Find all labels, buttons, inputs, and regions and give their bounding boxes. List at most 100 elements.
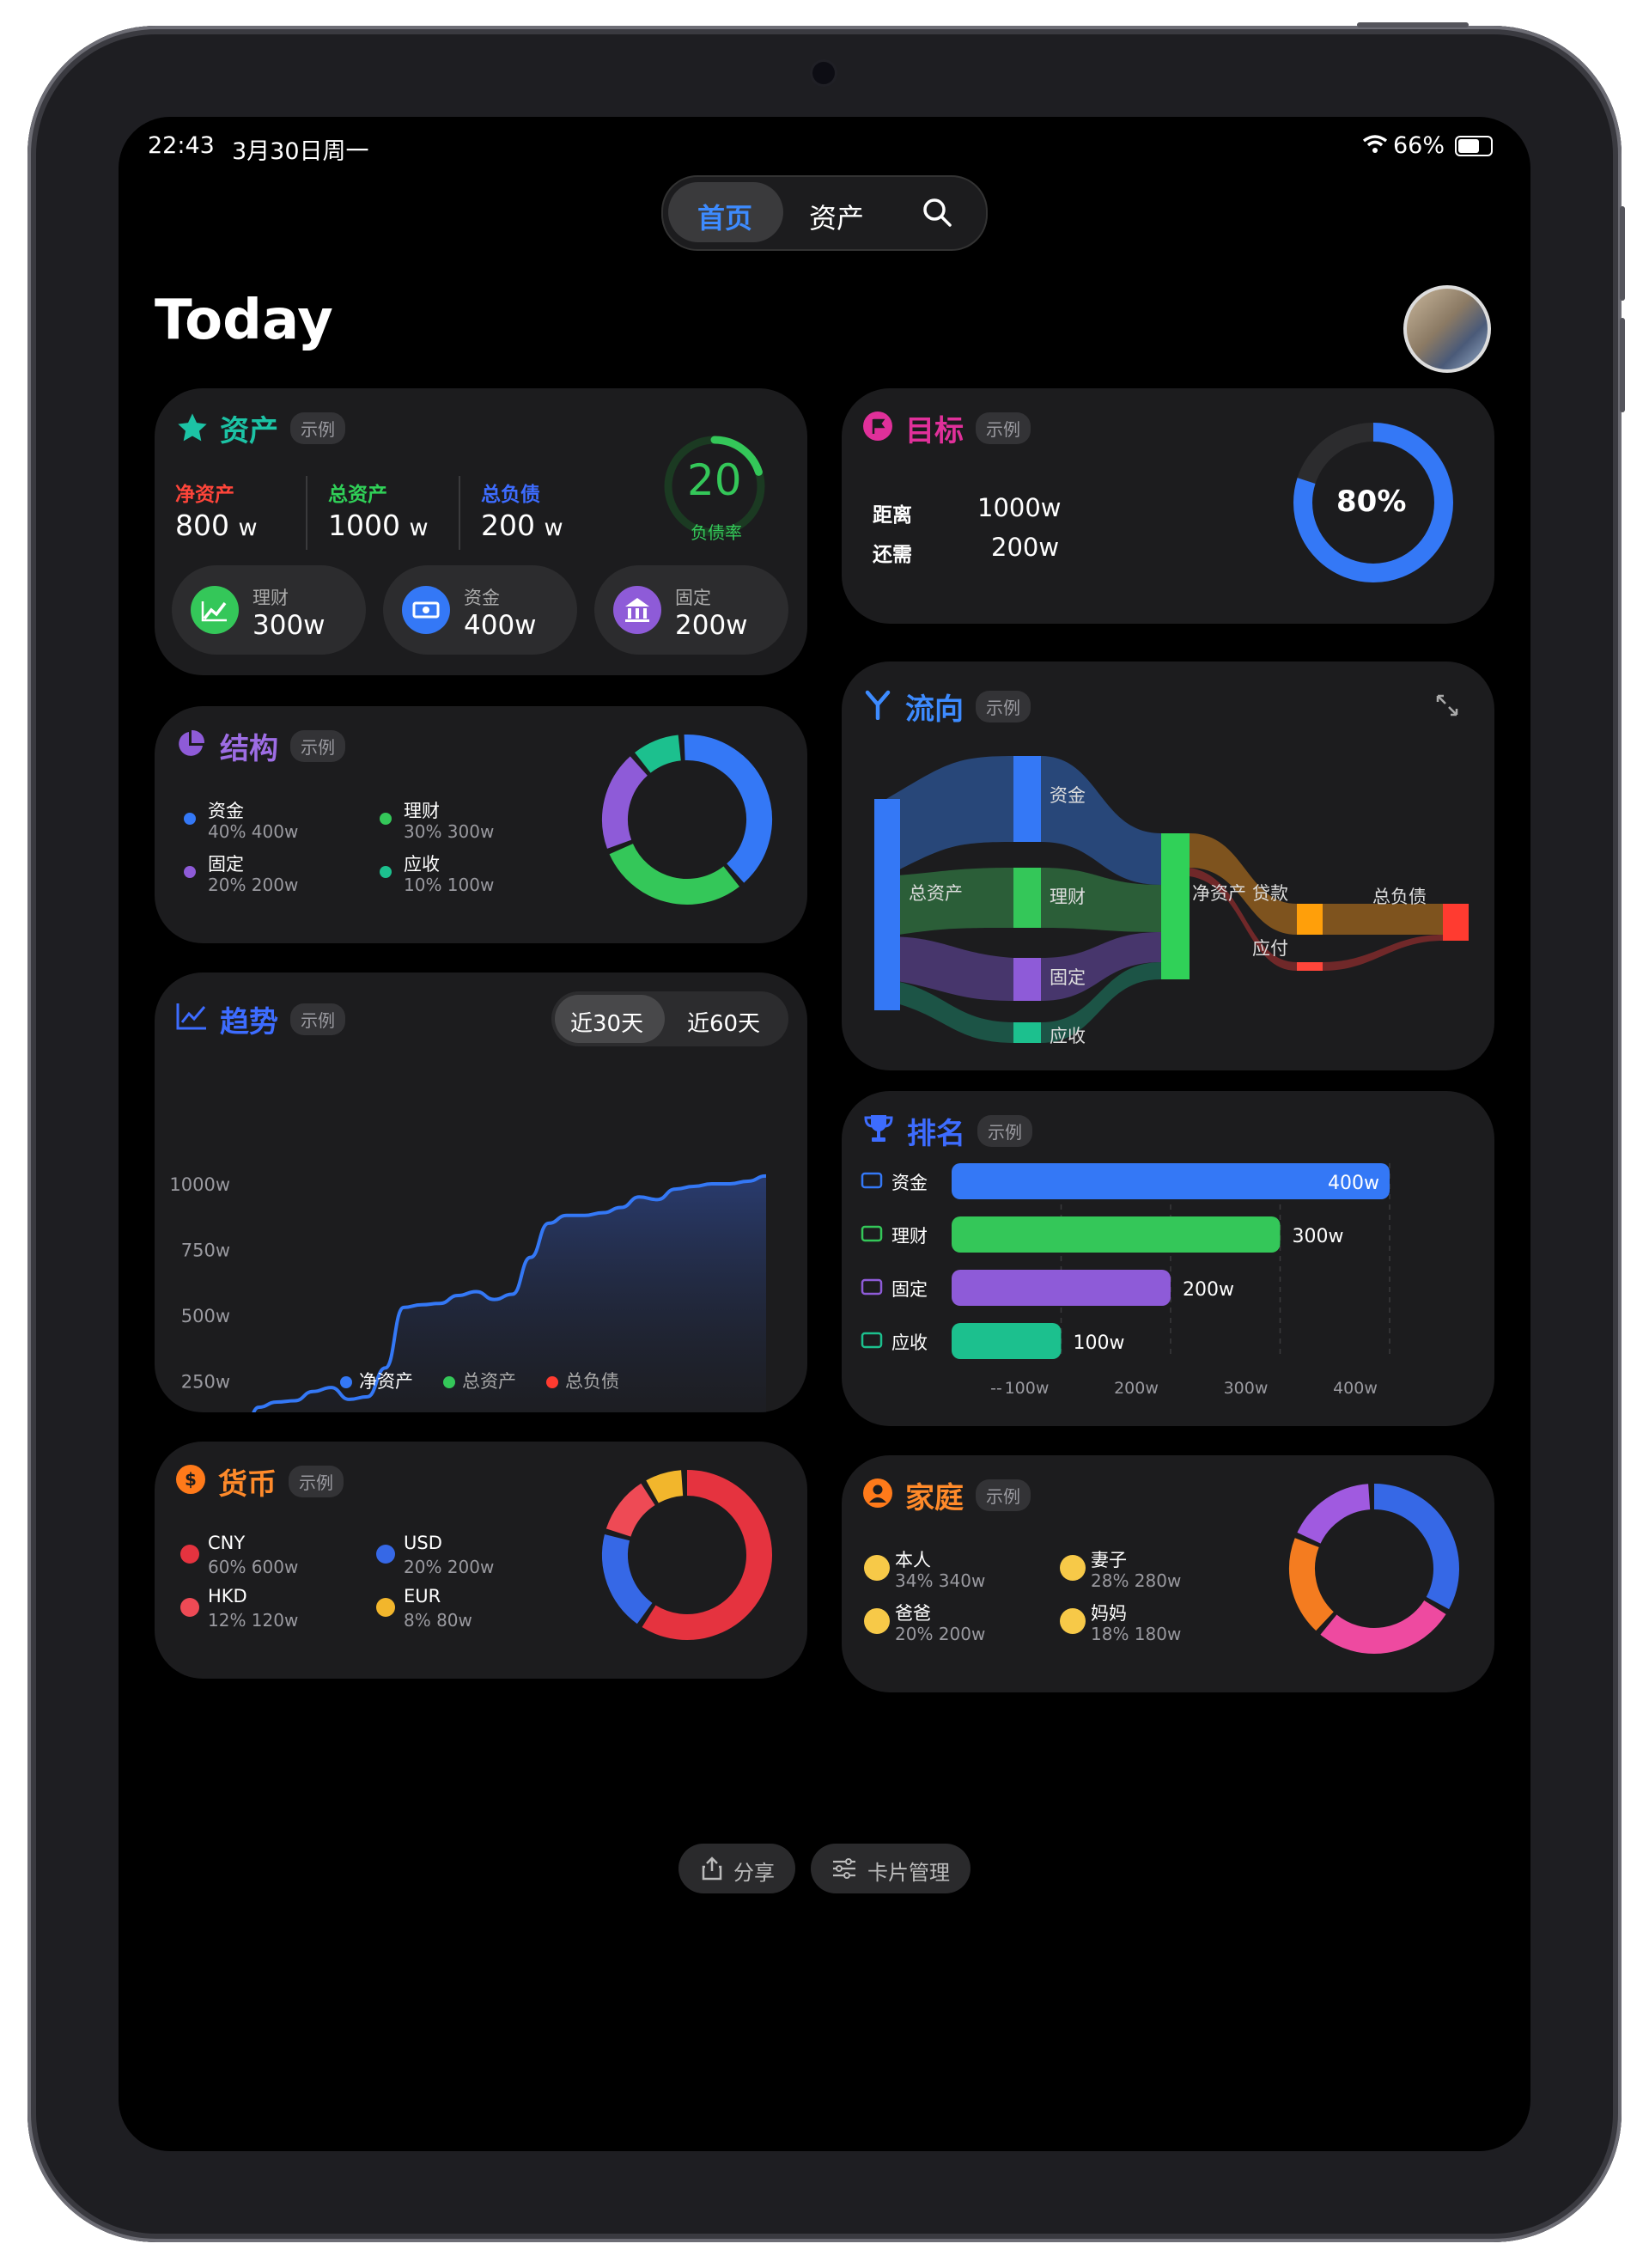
search-icon[interactable] xyxy=(921,196,953,229)
legend-dot xyxy=(380,813,392,825)
volume-up-button xyxy=(1620,206,1625,301)
x-tick-label: 400w xyxy=(1333,1379,1378,1398)
top-button xyxy=(1357,22,1469,27)
flag-icon xyxy=(180,1545,199,1564)
trend-card-title: 趋势 xyxy=(220,1005,278,1040)
pie-icon xyxy=(179,729,205,756)
sample-badge: 示例 xyxy=(290,412,345,444)
bar-value-label: 100w xyxy=(1074,1332,1125,1354)
flow-card[interactable]: 流向 示例 资金 总资产 理财 固定 xyxy=(842,662,1494,1070)
debt-ratio-label: 负债率 xyxy=(691,522,742,543)
currency-slice xyxy=(646,1470,684,1503)
total-debt-value: 200 w xyxy=(481,509,563,542)
x-tick-label: 200w xyxy=(1114,1379,1159,1398)
tab-assets[interactable]: 资产 xyxy=(800,182,904,242)
legend-name: 妈妈 xyxy=(1091,1603,1127,1624)
svg-text:$: $ xyxy=(185,1469,197,1490)
chart-up-icon xyxy=(861,1225,883,1242)
pill-funds-value: 400w xyxy=(464,610,537,641)
goal-progress-ring xyxy=(1293,423,1453,582)
divider xyxy=(459,476,460,550)
debt-ratio-value: 20 xyxy=(687,455,742,505)
assets-card[interactable]: 资产 示例 净资产 800 w 总资产 1000 w 总负债 200 w 20 … xyxy=(155,388,807,675)
trend-card[interactable]: 趋势 示例 近30天 近60天 --250w500w750w1000w3/13/… xyxy=(155,972,807,1412)
structure-slice xyxy=(602,756,648,849)
card-manage-button[interactable]: 卡片管理 xyxy=(811,1844,971,1893)
sankey-diagram xyxy=(874,756,1469,1043)
total-asset-label: 总资产 xyxy=(328,484,387,506)
bar-value-label: 200w xyxy=(1183,1279,1234,1301)
ranking-card[interactable]: 排名 示例 资金 400w 理财 300w 固定 200w 应收 100w -- 100w 200w… xyxy=(842,1091,1494,1426)
front-camera xyxy=(812,62,835,84)
cash-icon xyxy=(402,586,450,634)
x-tick-label: 100w xyxy=(1005,1379,1050,1398)
battery-percent: 66% xyxy=(1393,132,1445,159)
legend-name: USD xyxy=(404,1533,442,1553)
flow-label-net: 净资产 xyxy=(1192,883,1246,904)
status-time: 22:43 xyxy=(148,132,215,159)
sliders-icon xyxy=(833,1858,855,1879)
pill-invest[interactable]: 理财 300w xyxy=(172,565,366,655)
tab-home[interactable]: 首页 xyxy=(668,182,783,242)
family-card[interactable]: 家庭 示例 本人 34% 340w 妻子 28% 280w 爸爸 20% 200w 妈妈 18… xyxy=(842,1455,1494,1692)
legend-detail: 12% 120w xyxy=(208,1610,299,1631)
sample-badge: 示例 xyxy=(290,730,345,762)
legend-name: 资金 xyxy=(208,801,244,821)
structure-card[interactable]: 结构 示例 资金 40% 400w 理财 30% 300w 固定 20% 200w 应收 10… xyxy=(155,706,807,943)
pill-funds[interactable]: 资金 400w xyxy=(383,565,577,655)
legend-detail: 40% 400w xyxy=(208,821,299,842)
legend-name: 应收 xyxy=(404,854,440,875)
pill-fixed-value: 200w xyxy=(675,610,748,641)
sample-badge: 示例 xyxy=(976,691,1031,722)
arrow-down-right-icon xyxy=(861,1332,883,1349)
share-button[interactable]: 分享 xyxy=(678,1844,795,1893)
avatar[interactable] xyxy=(1403,285,1491,373)
range-30-days[interactable]: 近30天 xyxy=(555,995,665,1043)
x-tick-label: 300w xyxy=(1224,1379,1269,1398)
bar xyxy=(952,1270,1171,1306)
fork-icon xyxy=(865,690,891,720)
status-date: 3月30日周一 xyxy=(232,138,369,165)
structure-slice xyxy=(635,735,682,773)
legend-detail: 10% 100w xyxy=(404,875,495,895)
legend-name: 理财 xyxy=(404,801,440,821)
sample-badge: 示例 xyxy=(289,1466,344,1497)
expand-icon[interactable] xyxy=(1434,692,1460,718)
legend-detail: 20% 200w xyxy=(404,1557,495,1577)
currency-donut xyxy=(602,1470,772,1640)
currency-card[interactable]: $ 货币 示例 CNY 60% 600w USD 20% 200w HKD 12% 120… xyxy=(155,1442,807,1679)
goal-card[interactable]: 目标 示例 距离 1000w 还需 200w 80% xyxy=(842,388,1494,624)
goal-distance-value: 1000w xyxy=(977,493,1062,522)
battery-icon xyxy=(1455,136,1493,156)
y-tick-label: 750w xyxy=(181,1241,230,1261)
currency-slice xyxy=(605,1483,656,1538)
y-tick-label: 500w xyxy=(181,1306,230,1326)
dollar-coin-icon: $ xyxy=(176,1465,205,1494)
ranking-card-title: 排名 xyxy=(907,1117,965,1151)
legend-name: CNY xyxy=(208,1533,246,1553)
structure-card-title: 结构 xyxy=(220,732,278,766)
trophy-icon xyxy=(864,1115,893,1142)
flow-label-debt: 总负债 xyxy=(1372,887,1427,907)
legend-dot xyxy=(340,1376,352,1388)
pill-fixed[interactable]: 固定 200w xyxy=(594,565,788,655)
family-slice xyxy=(1373,1484,1459,1610)
range-60-days[interactable]: 近60天 xyxy=(672,995,785,1043)
tab-bar: 首页 资产 xyxy=(661,175,988,251)
flow-label-fixed: 固定 xyxy=(1050,967,1086,988)
legend-name: EUR xyxy=(404,1586,441,1606)
bar xyxy=(952,1163,1390,1199)
bank-icon xyxy=(861,1278,883,1296)
legend-name: 爸爸 xyxy=(895,1603,931,1624)
bank-icon xyxy=(613,586,661,634)
total-debt-label: 总负债 xyxy=(481,484,540,506)
bar-category-label: 固定 xyxy=(891,1279,928,1300)
pill-invest-value: 300w xyxy=(253,610,326,641)
page-title: Today xyxy=(155,289,333,352)
structure-slice xyxy=(684,735,772,883)
bar xyxy=(952,1323,1062,1359)
legend-dot xyxy=(546,1376,558,1388)
legend-dot xyxy=(184,813,196,825)
family-card-title: 家庭 xyxy=(905,1481,964,1515)
